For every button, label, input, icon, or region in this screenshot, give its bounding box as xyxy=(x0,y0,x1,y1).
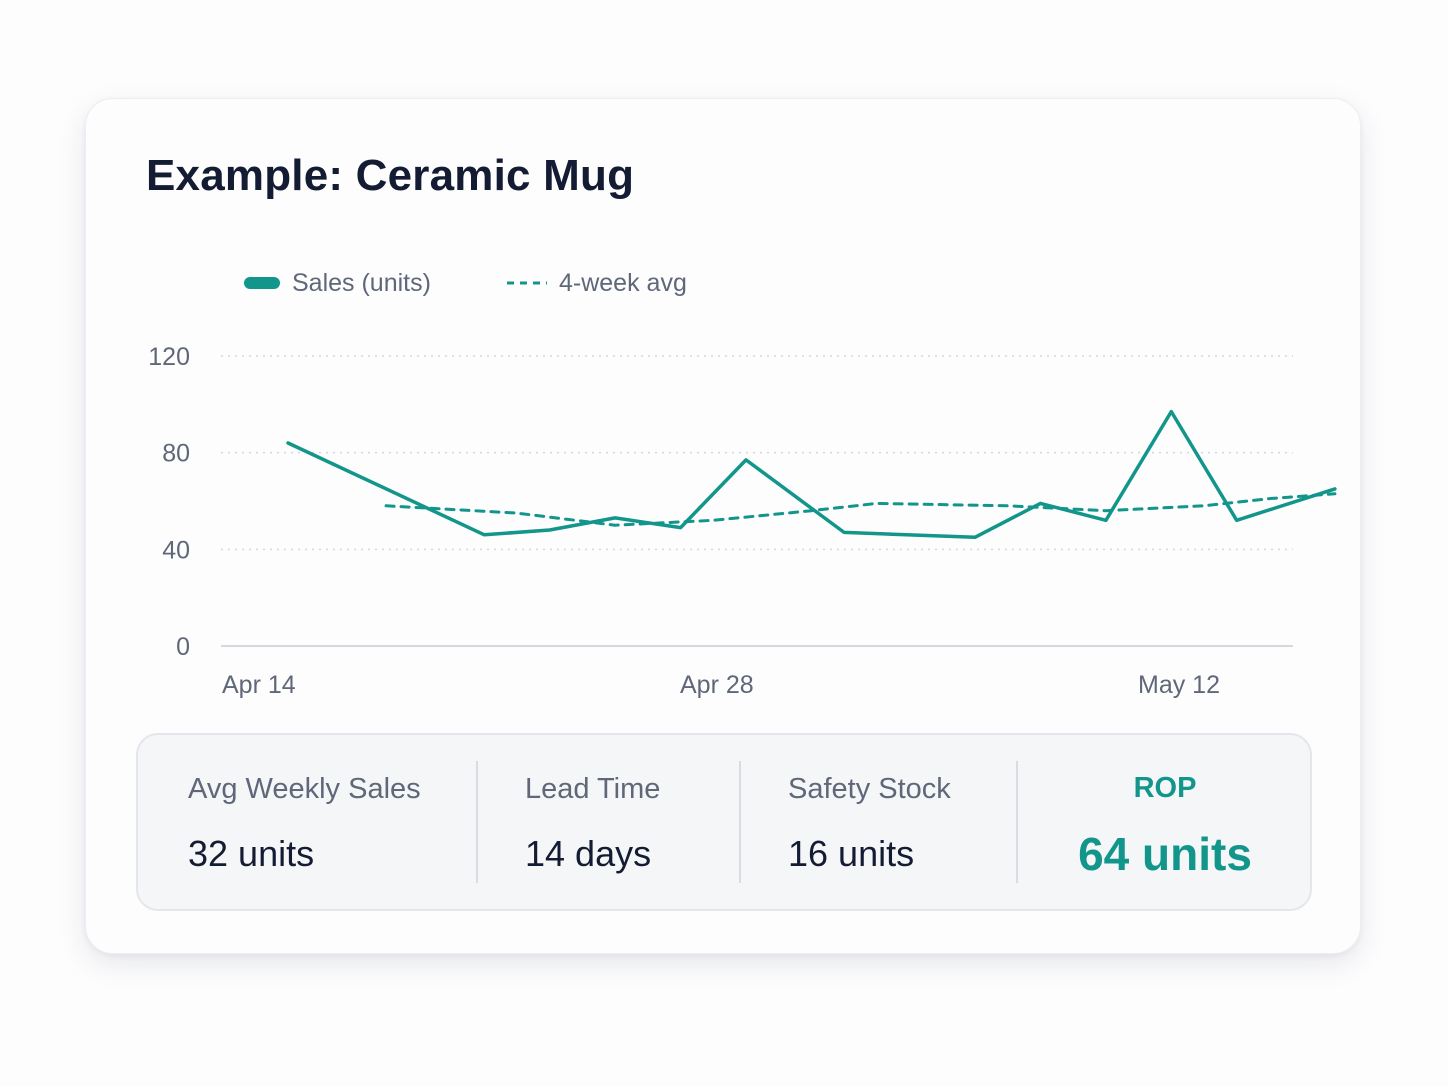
grid xyxy=(221,355,1293,647)
stat-label: Avg Weekly Sales xyxy=(188,773,421,805)
x-tick-label: May 12 xyxy=(1138,671,1220,699)
series xyxy=(286,409,1337,540)
stat-divider xyxy=(739,761,741,883)
x-axis-ticks: Apr 14 Apr 28 May 12 xyxy=(222,671,1220,699)
stat-avg-weekly-sales: Avg Weekly Sales 32 units xyxy=(138,735,478,909)
y-tick-label: 40 xyxy=(162,536,190,564)
line-chart: Sales (units) 4-week avg 0 40 80 120 Apr 14… xyxy=(148,269,1337,699)
stat-value: 64 units xyxy=(1078,828,1252,880)
legend-swatch-sales xyxy=(244,277,280,289)
legend-label-sales: Sales (units) xyxy=(292,269,431,297)
stat-label: ROP xyxy=(1133,772,1197,804)
stat-divider xyxy=(476,761,478,883)
sales-line xyxy=(286,409,1337,540)
x-tick-label: Apr 28 xyxy=(680,671,754,699)
chart-card: Example: Ceramic Mug Sales (units) 4-wee… xyxy=(85,98,1361,954)
y-axis-ticks: 0 40 80 120 xyxy=(148,343,190,661)
y-tick-label: 120 xyxy=(148,343,190,371)
stat-value: 16 units xyxy=(788,833,915,874)
stat-label: Safety Stock xyxy=(788,773,951,805)
legend-label-avg: 4-week avg xyxy=(559,269,687,297)
avg-line xyxy=(384,492,1337,527)
stat-safety-stock: Safety Stock 16 units xyxy=(741,735,1017,909)
stat-lead-time: Lead Time 14 days xyxy=(478,735,740,909)
legend: Sales (units) 4-week avg xyxy=(244,269,687,297)
stat-value: 32 units xyxy=(188,833,315,874)
stats-panel: Avg Weekly Sales 32 units Lead Time 14 d… xyxy=(136,733,1312,911)
stat-label: Lead Time xyxy=(525,773,661,805)
y-tick-label: 80 xyxy=(162,440,190,468)
chart-title: Example: Ceramic Mug xyxy=(146,151,635,200)
stat-value: 14 days xyxy=(525,833,652,874)
y-tick-label: 0 xyxy=(176,633,190,661)
x-tick-label: Apr 14 xyxy=(222,671,296,699)
stat-rop: ROP 64 units xyxy=(1018,735,1312,909)
stat-divider xyxy=(1016,761,1018,883)
